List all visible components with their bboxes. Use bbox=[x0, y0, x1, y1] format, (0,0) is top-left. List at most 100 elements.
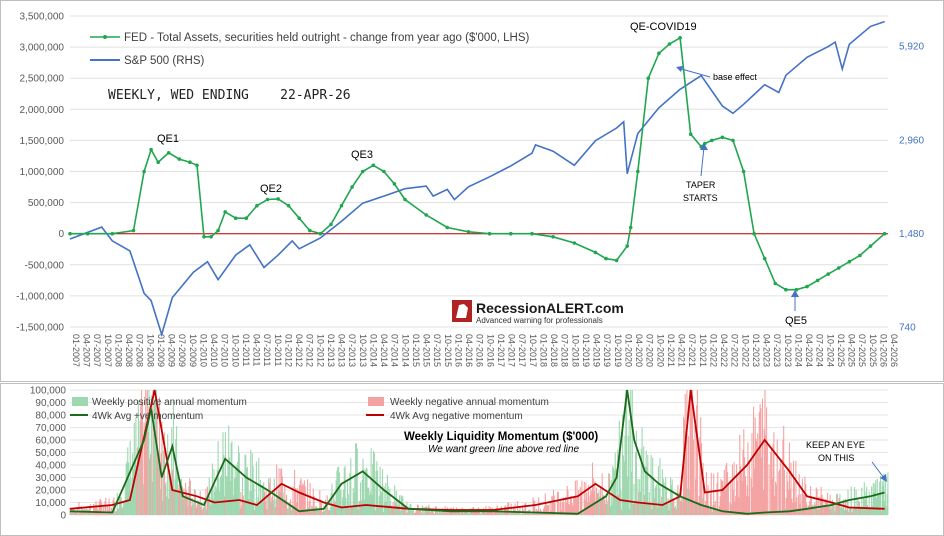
x-tick-label: 10-2024 bbox=[825, 334, 835, 367]
y-tick-label-left: -1,000,000 bbox=[16, 291, 64, 302]
fed-assets-point bbox=[166, 151, 171, 155]
x-tick-label: 01-2025 bbox=[836, 334, 846, 367]
fed-assets-point bbox=[110, 231, 115, 236]
fed-assets-point bbox=[276, 197, 280, 201]
x-tick-label: 04-2017 bbox=[507, 334, 517, 367]
x-tick-label: 01-2026 bbox=[878, 334, 888, 367]
fed-assets-point bbox=[392, 182, 397, 186]
x-tick-label: 07-2015 bbox=[432, 334, 442, 367]
fed-assets-point bbox=[233, 216, 238, 220]
fed-assets-point bbox=[688, 132, 693, 136]
fed-assets-point bbox=[657, 51, 661, 56]
x-tick-label: 10-2018 bbox=[570, 334, 580, 367]
y-tick-label-left: -500,000 bbox=[25, 260, 65, 271]
fed-assets-point bbox=[216, 228, 220, 233]
y-tick-label-bottom: 10,000 bbox=[35, 498, 66, 509]
x-tick-label: 07-2012 bbox=[305, 334, 315, 367]
fed-assets-point bbox=[625, 244, 629, 248]
fed-assets-point bbox=[858, 253, 862, 258]
fed-assets-point bbox=[805, 284, 809, 289]
annotation-taper-2: STARTS bbox=[683, 193, 718, 203]
x-tick-label: 07-2009 bbox=[177, 334, 187, 367]
fed-assets-point bbox=[646, 76, 651, 80]
fed-assets-point bbox=[339, 203, 344, 208]
x-tick-label: 01-2011 bbox=[241, 334, 251, 366]
fed-assets-point bbox=[131, 228, 136, 233]
fed-assets-point bbox=[667, 42, 672, 46]
x-tick-label: 01-2018 bbox=[538, 334, 548, 367]
x-tick-label: 04-2011 bbox=[252, 334, 262, 366]
x-tick-label: 04-2010 bbox=[209, 334, 219, 367]
x-tick-label: 04-2008 bbox=[124, 334, 134, 367]
x-tick-label: 07-2024 bbox=[815, 334, 825, 367]
arrow-base-effect bbox=[677, 67, 711, 78]
fed-assets-point bbox=[815, 278, 820, 283]
fed-assets-point bbox=[593, 250, 598, 255]
x-tick-label: 10-2007 bbox=[103, 334, 113, 367]
x-tick-label: 10-2017 bbox=[528, 334, 538, 367]
fed-assets-point bbox=[445, 225, 450, 230]
x-tick-label: 01-2016 bbox=[453, 334, 463, 367]
x-tick-label: 07-2022 bbox=[730, 334, 740, 367]
fed-assets-line bbox=[70, 36, 886, 291]
x-tick-label: 07-2011 bbox=[262, 334, 272, 366]
y-tick-label-right: 2,960 bbox=[899, 135, 924, 146]
y-tick-label-right: 740 bbox=[899, 323, 916, 334]
fed-assets-point bbox=[868, 244, 873, 248]
fed-assets-point bbox=[177, 157, 182, 161]
arrowhead-qe5 bbox=[791, 290, 799, 297]
x-tick-label: 10-2021 bbox=[698, 334, 708, 367]
fed-assets-point bbox=[572, 241, 577, 245]
x-tick-label: 10-2015 bbox=[443, 334, 453, 367]
top-left-axis: 3,500,000 3,000,000 2,500,000 2,000,000 1,50… bbox=[16, 12, 64, 334]
x-tick-label: 01-2023 bbox=[751, 334, 761, 367]
x-tick-label: 07-2023 bbox=[772, 334, 782, 367]
y-tick-label-bottom: 20,000 bbox=[35, 486, 66, 497]
x-tick-label: 01-2012 bbox=[283, 334, 293, 367]
avg-positive-line bbox=[69, 389, 885, 515]
fed-assets-point bbox=[678, 36, 682, 40]
fed-assets-point bbox=[741, 169, 746, 174]
y-tick-label-left: 1,500,000 bbox=[20, 136, 65, 147]
bottom-title: Weekly Liquidity Momentum ($'000) bbox=[404, 431, 598, 443]
x-tick-label: 10-2012 bbox=[315, 334, 325, 367]
x-tick-label: 10-2014 bbox=[400, 334, 410, 367]
bottom-bars bbox=[69, 390, 889, 515]
fed-assets-point bbox=[826, 272, 830, 276]
weekly-subtitle: WEEKLY, WED ENDING 22-APR-26 bbox=[108, 88, 351, 103]
fed-assets-point bbox=[509, 231, 513, 236]
annotation-qe5: QE5 bbox=[785, 315, 807, 327]
fed-assets-point bbox=[487, 231, 492, 236]
x-tick-label: 10-2016 bbox=[485, 334, 495, 367]
legend-sp-label: S&P 500 (RHS) bbox=[124, 55, 204, 67]
legend-pos-bar-label: Weekly positive annual momentum bbox=[92, 397, 247, 408]
fed-assets-point bbox=[202, 235, 206, 239]
fed-assets-point bbox=[265, 197, 270, 202]
fed-assets-point bbox=[297, 216, 302, 220]
fed-assets-point bbox=[223, 210, 227, 214]
fed-assets-point bbox=[149, 147, 153, 152]
fed-assets-point bbox=[329, 222, 333, 227]
fed-assets-point bbox=[604, 256, 608, 261]
x-tick-label: 04-2026 bbox=[889, 334, 899, 367]
x-tick-label: 07-2016 bbox=[475, 334, 485, 367]
arrow-keep-eye bbox=[871, 461, 885, 479]
fed-assets-point bbox=[720, 135, 725, 140]
x-tick-label: 04-2007 bbox=[82, 334, 92, 367]
y-tick-label-bottom: 60,000 bbox=[35, 436, 66, 447]
annotation-qe1: QE1 bbox=[157, 133, 179, 145]
fed-assets-point bbox=[85, 231, 90, 236]
x-tick-label: 10-2025 bbox=[868, 334, 878, 367]
x-tick-label: 04-2015 bbox=[422, 334, 432, 367]
y-tick-label-left: -1,500,000 bbox=[16, 323, 64, 334]
x-tick-label: 04-2016 bbox=[464, 334, 474, 367]
x-tick-label: 01-2008 bbox=[113, 334, 123, 367]
watermark-tagline: Advanced warning for professionals bbox=[476, 316, 603, 325]
annotation-taper-1: TAPER bbox=[686, 180, 716, 190]
sp500-line bbox=[69, 20, 885, 338]
x-tick-label: 04-2012 bbox=[294, 334, 304, 367]
x-tick-label: 10-2013 bbox=[358, 334, 368, 367]
annotation-qe-covid: QE-COVID19 bbox=[630, 21, 697, 33]
